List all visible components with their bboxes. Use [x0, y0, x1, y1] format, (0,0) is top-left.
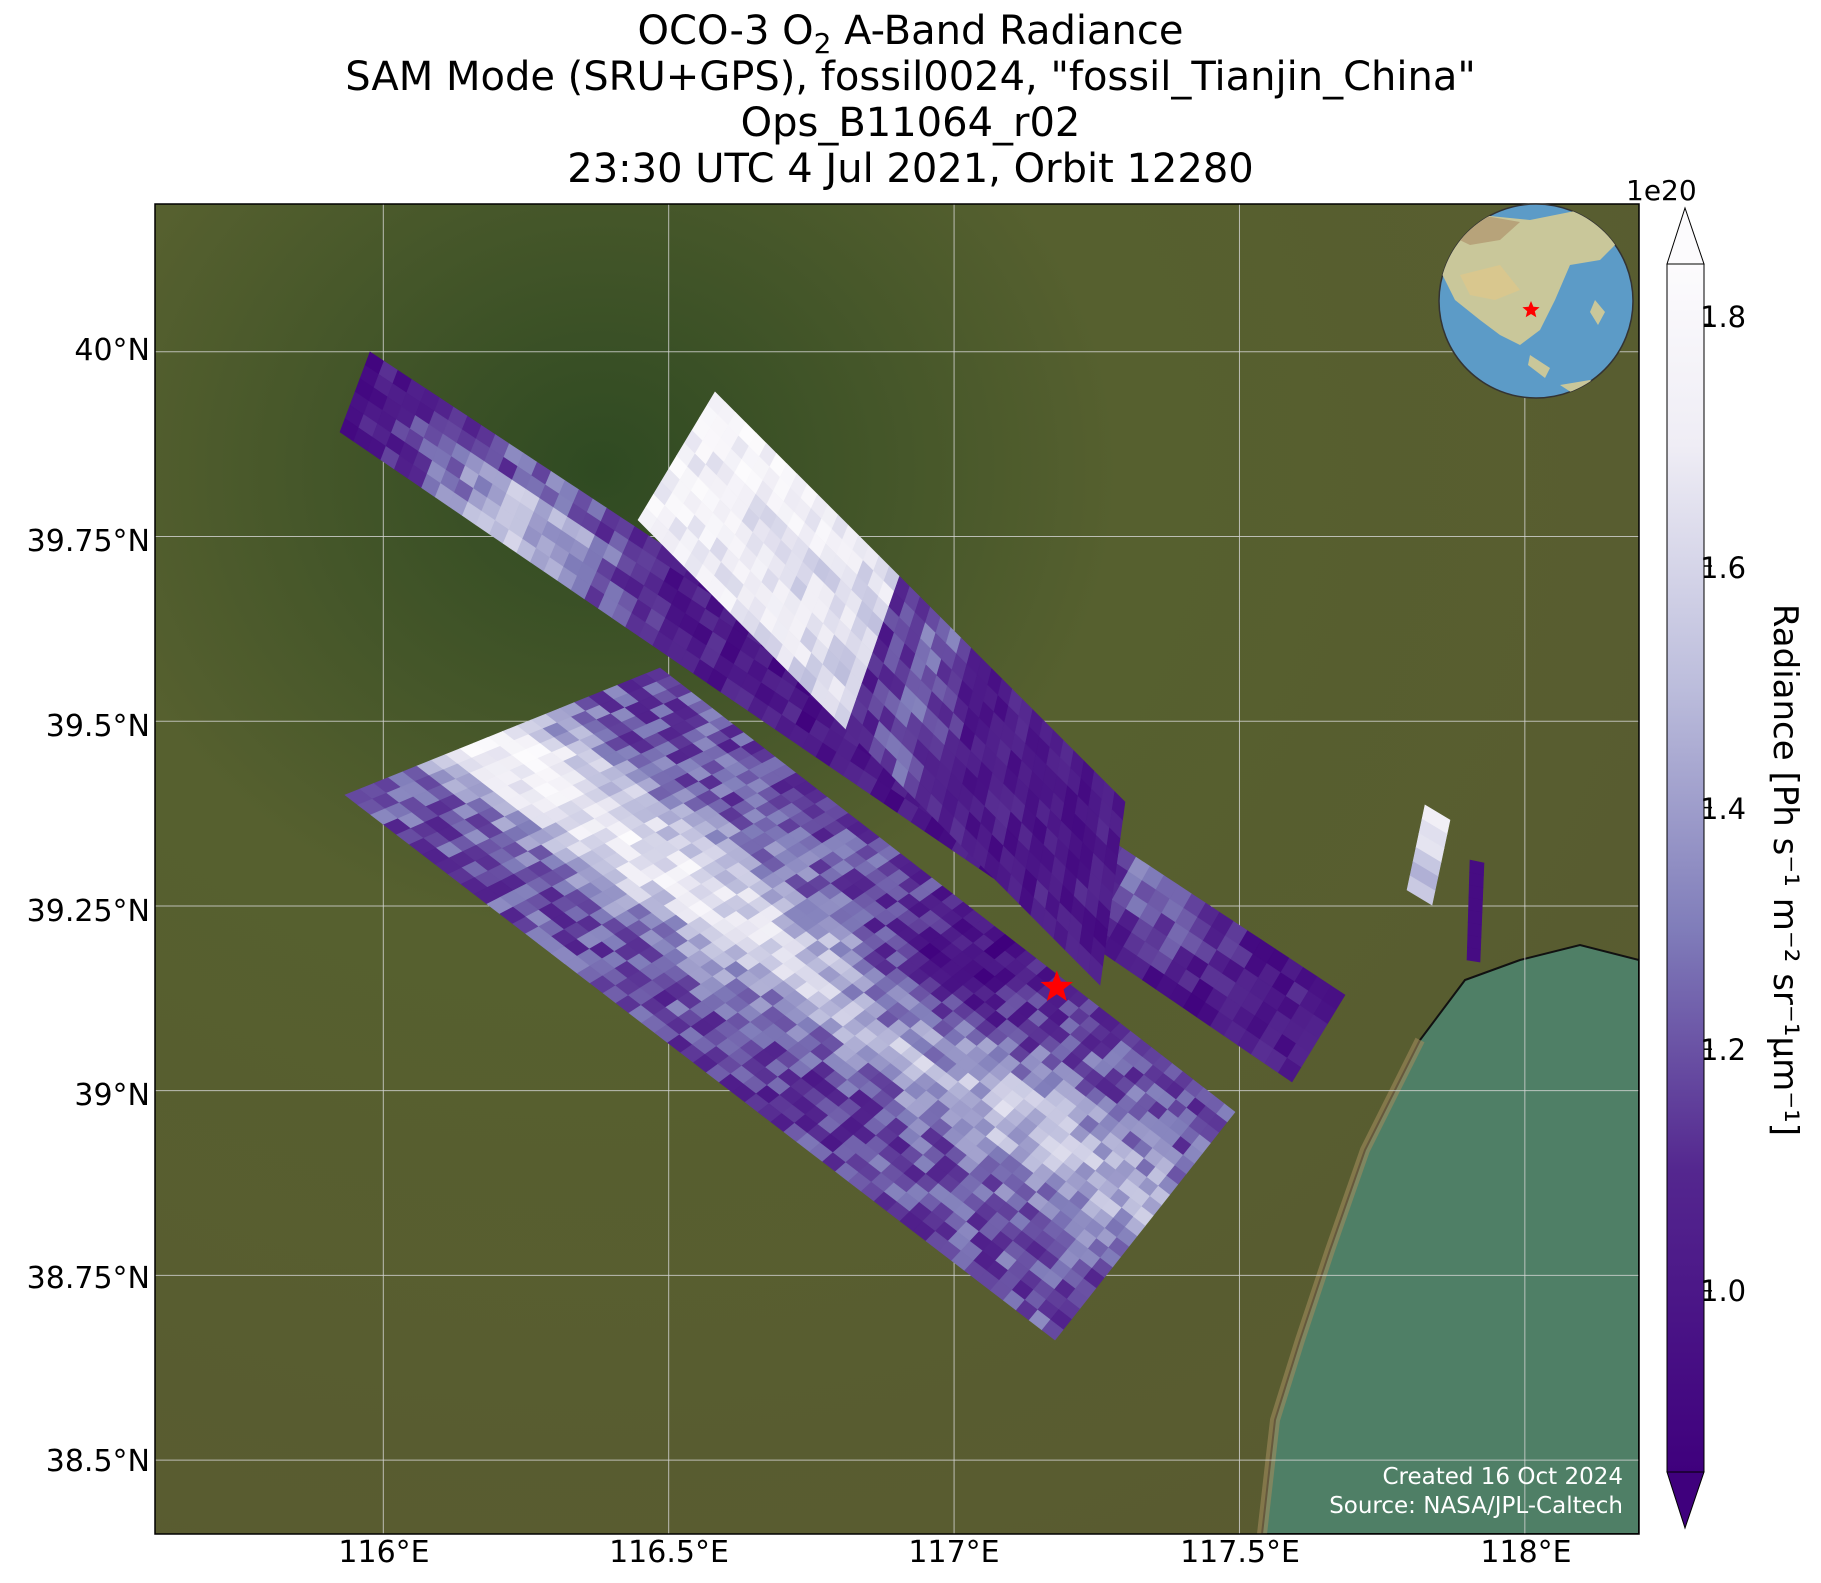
- lon-label-117-5: 117.5°E: [1180, 1535, 1300, 1570]
- colorbar: [1666, 206, 1712, 1530]
- radiance-pixel: [1467, 922, 1482, 938]
- colorbar-ticks: [1704, 323, 1712, 1292]
- target-site-star-icon: [1040, 970, 1073, 1001]
- radiance-pixel: [1088, 954, 1103, 986]
- title-line-3: Ops_B11064_r02: [740, 100, 1081, 146]
- colorbar-gradient: [1666, 263, 1705, 1473]
- lat-label-38-5: 38.5°N: [45, 1444, 150, 1479]
- title-line-1: OCO-3 O2 A-Band Radiance: [637, 8, 1184, 60]
- lat-label-39-25: 39.25°N: [26, 894, 150, 929]
- radiance-pixel: [1041, 1319, 1064, 1341]
- red-star-icon: [1522, 301, 1540, 318]
- radiance-pixel: [1467, 934, 1482, 950]
- created-date: Created 16 Oct 2024: [1382, 1464, 1623, 1490]
- lat-label-40: 40°N: [74, 333, 150, 368]
- colorbar-tick-1-6: 1.6: [1700, 551, 1747, 585]
- lon-label-116: 116°E: [338, 1535, 430, 1570]
- title-line-2: SAM Mode (SRU+GPS), fossil0024, "fossil_…: [345, 54, 1476, 100]
- lon-label-118: 118°E: [1480, 1535, 1572, 1570]
- colorbar-tick-1-8: 1.8: [1700, 300, 1747, 334]
- title-line-4: 23:30 UTC 4 Jul 2021, Orbit 12280: [567, 146, 1254, 192]
- radiance-pixel: [1466, 947, 1481, 963]
- map-frame: [154, 203, 1640, 1535]
- radiance-pixel: [1277, 1057, 1302, 1083]
- colorbar-extend-top: [1666, 206, 1705, 265]
- map-area: [155, 204, 1639, 1534]
- coastline-shallows: [1257, 1037, 1425, 1534]
- lat-label-39: 39°N: [74, 1078, 150, 1113]
- colorbar-tick-1-0: 1.0: [1700, 1274, 1747, 1308]
- lat-label-39-5: 39.5°N: [45, 709, 150, 744]
- colorbar-tick-1-4: 1.4: [1700, 792, 1747, 826]
- source-credit: Source: NASA/JPL-Caltech: [1329, 1493, 1623, 1519]
- red-star-icon: [1040, 970, 1073, 1001]
- inset-globe: [1438, 203, 1634, 399]
- colorbar-exponent: 1e20: [1626, 174, 1697, 207]
- radiance-pixel: [1406, 875, 1436, 906]
- colorbar-label: Radiance [Ph s⁻¹ m⁻² sr⁻¹μm⁻¹]: [1765, 603, 1805, 1137]
- lat-label-39-75: 39.75°N: [26, 524, 150, 559]
- coastal-strip-2: [1466, 859, 1485, 963]
- swath-2: [637, 391, 1126, 986]
- swath-3: [344, 667, 1236, 1341]
- colorbar-extend-bottom: [1666, 1471, 1705, 1530]
- lon-label-116-5: 116.5°E: [609, 1535, 729, 1570]
- coastal-strip-1: [1406, 804, 1451, 906]
- lat-label-38-75: 38.75°N: [26, 1261, 150, 1296]
- radiance-swaths: [339, 351, 1485, 1341]
- colorbar-tick-1-2: 1.2: [1700, 1033, 1747, 1067]
- lon-label-117: 117°E: [908, 1535, 1000, 1570]
